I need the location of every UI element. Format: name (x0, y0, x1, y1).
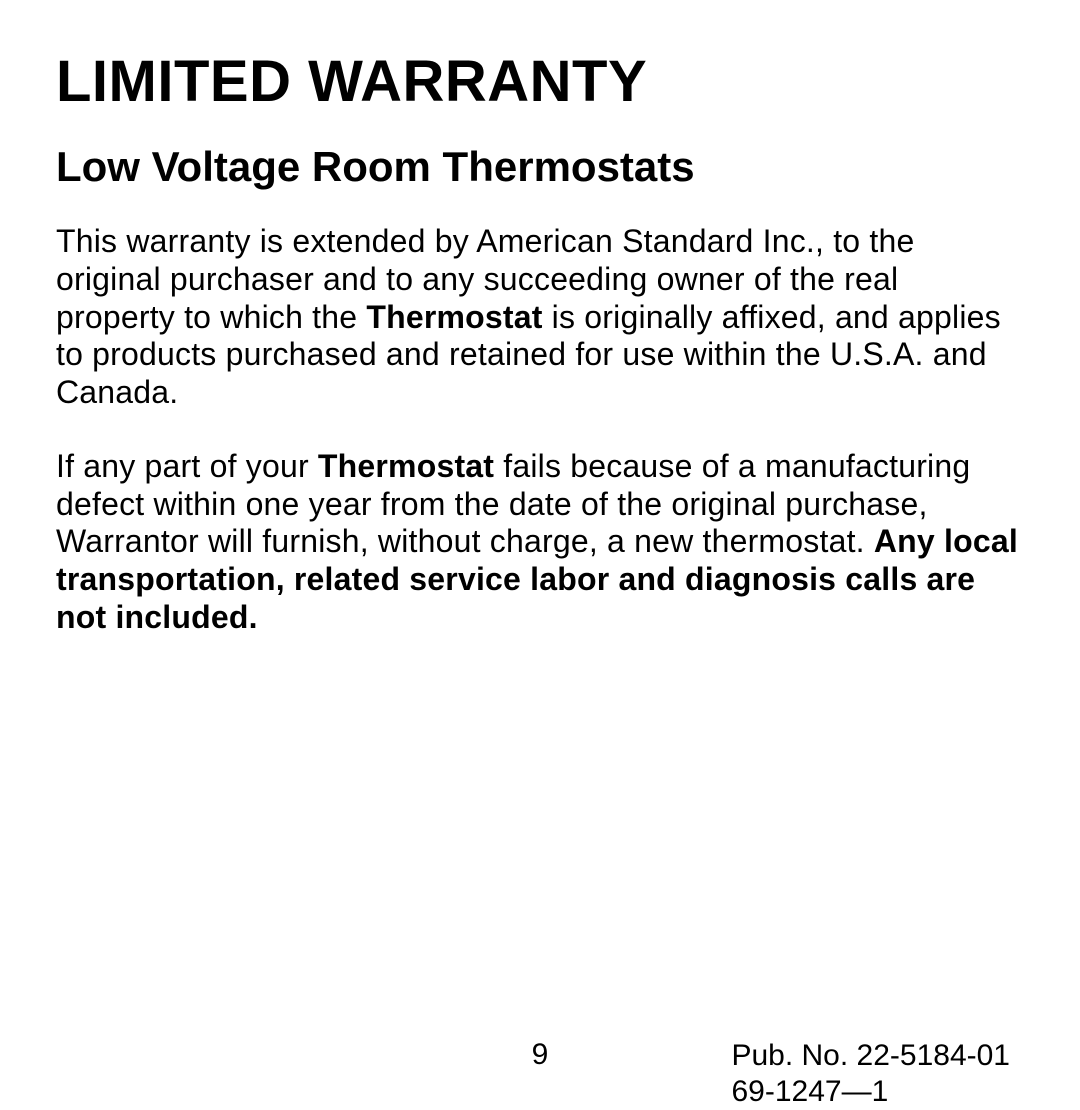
paragraph-1: This warranty is extended by American St… (56, 223, 1020, 412)
para2-bold-1: Thermostat (318, 448, 494, 484)
publication-number: Pub. No. 22-5184-01 69-1247—1 (731, 1038, 1010, 1110)
pub-line-1: Pub. No. 22-5184-01 (731, 1038, 1010, 1074)
para2-text-a: If any part of your (56, 448, 318, 484)
paragraph-2: If any part of your Thermostat fails bec… (56, 448, 1020, 637)
para1-bold: Thermostat (366, 299, 542, 335)
document-page: LIMITED WARRANTY Low Voltage Room Thermo… (0, 0, 1080, 1080)
section-subtitle: Low Voltage Room Thermostats (56, 143, 1020, 191)
page-title: LIMITED WARRANTY (56, 48, 1020, 115)
pub-line-2: 69-1247—1 (731, 1074, 1010, 1110)
